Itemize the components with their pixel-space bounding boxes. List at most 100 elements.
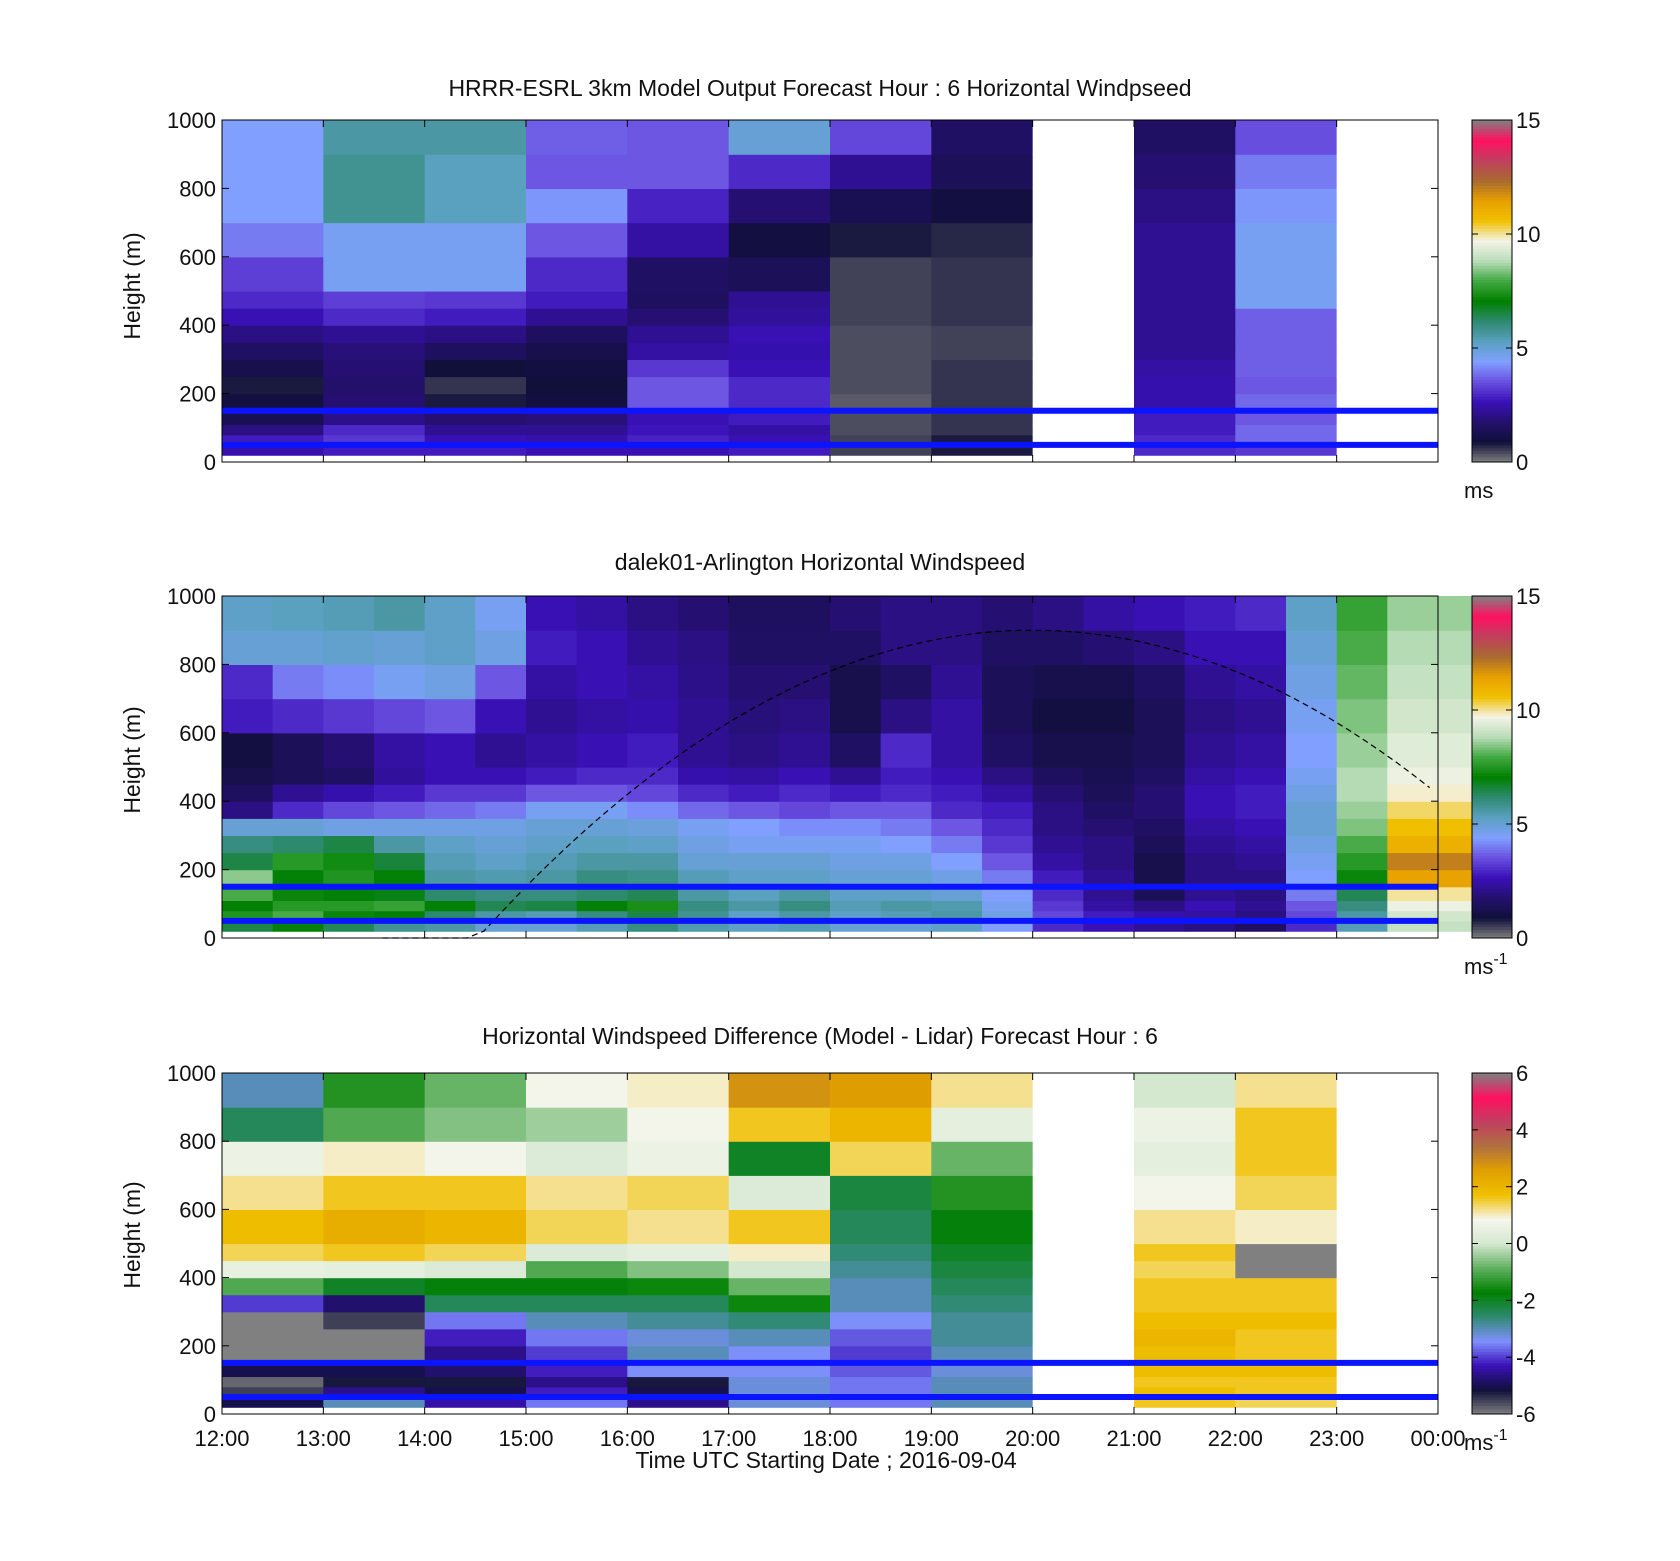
colorbar-swatch bbox=[1472, 305, 1512, 309]
colorbar-swatch bbox=[1472, 1408, 1512, 1412]
heatmap-cell bbox=[526, 732, 578, 768]
y-tick-label: 800 bbox=[179, 1129, 216, 1154]
y-tick-label: 600 bbox=[179, 245, 216, 270]
colorbar-unit-label: ms-1 bbox=[1464, 1427, 1508, 1455]
heatmap-cell bbox=[424, 664, 476, 700]
heatmap-cell bbox=[1134, 869, 1186, 888]
colorbar-swatch bbox=[1472, 749, 1512, 754]
heatmap-cell bbox=[1286, 698, 1338, 734]
heatmap-cell bbox=[830, 1294, 932, 1313]
heatmap-cell bbox=[779, 596, 831, 631]
heatmap-cell bbox=[576, 900, 628, 912]
heatmap-cell bbox=[374, 784, 426, 802]
colorbar-frame bbox=[1471, 595, 1513, 939]
heatmap-cell bbox=[1032, 767, 1084, 785]
heatmap-cell bbox=[1336, 920, 1388, 932]
colorbar-swatch bbox=[1472, 633, 1512, 637]
colorbar-swatch bbox=[1472, 447, 1512, 452]
heatmap-cell bbox=[1134, 1311, 1236, 1330]
heatmap-cell bbox=[222, 886, 274, 901]
heatmap-cell bbox=[880, 698, 932, 734]
heatmap-cell bbox=[526, 835, 578, 854]
heatmap-cell bbox=[1032, 920, 1084, 932]
heatmap-cell bbox=[222, 1073, 324, 1108]
heatmap-cell bbox=[728, 664, 780, 700]
heatmap-cell bbox=[728, 1243, 831, 1262]
heatmap-cell bbox=[1235, 342, 1338, 360]
heatmap-cell bbox=[931, 1209, 1034, 1245]
heatmap-cell bbox=[830, 698, 882, 734]
heatmap-cell bbox=[222, 410, 324, 425]
heatmap-cell bbox=[222, 1175, 324, 1210]
colorbar-swatch bbox=[1472, 162, 1512, 167]
colorbar-swatch bbox=[1472, 422, 1512, 426]
heatmap-cell bbox=[475, 818, 527, 836]
colorbar-swatch bbox=[1472, 883, 1512, 888]
heatmap-cell bbox=[931, 886, 983, 901]
heatmap-cell bbox=[1032, 596, 1084, 631]
heatmap-cell bbox=[627, 1141, 730, 1176]
colorbar-swatch bbox=[1472, 1345, 1512, 1350]
heatmap-cell bbox=[1134, 1175, 1236, 1210]
heatmap-cell bbox=[678, 698, 730, 734]
colorbar-swatch bbox=[1472, 1371, 1512, 1375]
heatmap-cell bbox=[728, 784, 780, 802]
colorbar-swatch bbox=[1472, 1155, 1512, 1159]
colorbar-swatch bbox=[1472, 672, 1512, 677]
heatmap-cell bbox=[323, 120, 426, 155]
colorbar-swatch bbox=[1472, 345, 1512, 349]
heatmap-cell bbox=[880, 886, 932, 901]
heatmap-cell bbox=[880, 801, 932, 819]
colorbar-swatch bbox=[1472, 453, 1512, 457]
heatmap-cell bbox=[526, 308, 628, 326]
colorbar-swatch bbox=[1472, 308, 1512, 312]
colorbar-swatch bbox=[1472, 353, 1512, 358]
heatmap-cell bbox=[526, 886, 578, 901]
heatmap-cell bbox=[475, 869, 527, 888]
heatmap-cell bbox=[526, 256, 628, 292]
heatmap-cell bbox=[272, 732, 324, 768]
heatmap-cell bbox=[627, 434, 730, 446]
heatmap-cell bbox=[526, 1294, 628, 1313]
heatmap-cell bbox=[1235, 1141, 1338, 1176]
heatmap-cell bbox=[1083, 801, 1135, 819]
colorbar-swatch bbox=[1472, 1246, 1512, 1250]
heatmap-cell bbox=[627, 920, 679, 932]
heatmap-cell bbox=[1235, 852, 1287, 871]
heatmap-cell bbox=[222, 359, 324, 378]
colorbar-swatch bbox=[1472, 596, 1512, 600]
colorbar-swatch bbox=[1472, 804, 1512, 808]
heatmap-cell bbox=[728, 1396, 831, 1408]
heatmap-cell bbox=[627, 835, 679, 854]
colorbar-swatch bbox=[1472, 1308, 1512, 1313]
colorbar-swatch bbox=[1472, 653, 1512, 657]
heatmap-cell bbox=[830, 188, 932, 224]
colorbar-swatch bbox=[1472, 1288, 1512, 1293]
heatmap-cell bbox=[627, 630, 679, 665]
heatmap-cell bbox=[627, 1386, 730, 1398]
heatmap-cell bbox=[1032, 424, 1135, 436]
heatmap-cell bbox=[627, 222, 730, 258]
heatmap-cell bbox=[323, 1175, 426, 1210]
heatmap-cell bbox=[880, 869, 932, 888]
heatmap-cell bbox=[323, 1073, 426, 1108]
heatmap-cell bbox=[323, 188, 426, 224]
heatmap-cell bbox=[424, 1107, 527, 1142]
heatmap-cell bbox=[424, 308, 527, 326]
colorbar-swatch bbox=[1472, 1280, 1512, 1284]
heatmap-cell bbox=[627, 596, 679, 631]
heatmap-cell bbox=[982, 767, 1034, 785]
colorbar-swatch bbox=[1472, 1203, 1512, 1208]
heatmap-cell bbox=[222, 1260, 324, 1279]
heatmap-cell bbox=[1134, 910, 1186, 922]
heatmap-cell bbox=[1286, 900, 1338, 912]
colorbar-swatch bbox=[1472, 387, 1512, 392]
heatmap-cell bbox=[931, 308, 1034, 326]
colorbar-swatch bbox=[1472, 692, 1512, 697]
heatmap-cell bbox=[424, 376, 527, 395]
heatmap-cell bbox=[374, 732, 426, 768]
heatmap-cell bbox=[272, 630, 324, 665]
heatmap-cell bbox=[678, 630, 730, 665]
heatmap-cell bbox=[424, 393, 527, 412]
colorbar-tick-label: 4 bbox=[1516, 1118, 1528, 1143]
